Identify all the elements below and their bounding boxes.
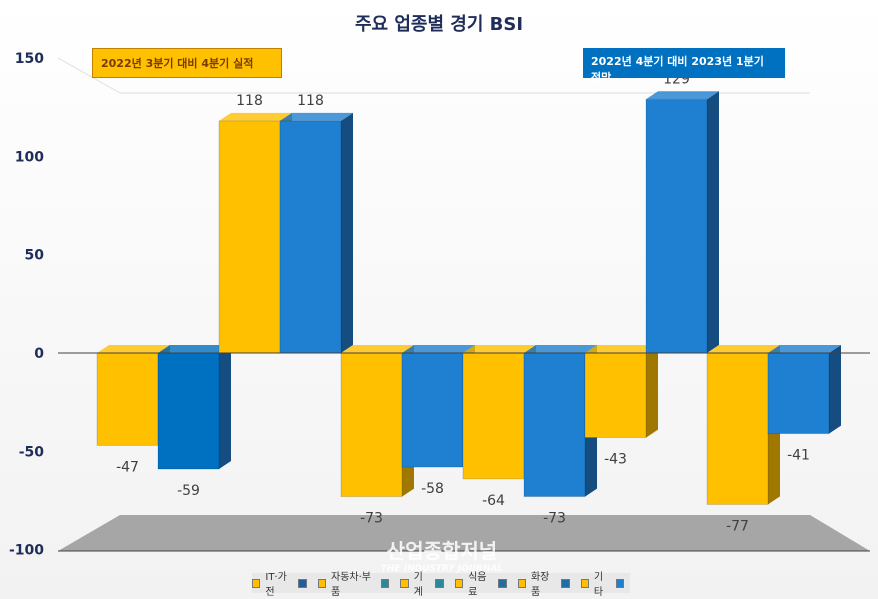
bar [218,120,281,354]
bar [584,352,647,439]
back-wall-edge [57,57,121,94]
legend-swatch [380,578,390,588]
y-tick-label: 50 [25,248,45,264]
data-label: -41 [787,448,810,464]
data-label: 118 [236,93,263,109]
bar [157,352,220,470]
data-label: -59 [177,483,200,499]
bar-top [463,345,536,353]
legend-swatch [498,578,507,588]
bar-top [585,345,658,353]
bar [462,352,525,480]
bar [706,352,769,505]
bar-side [707,91,719,354]
bar [96,352,159,446]
y-tick-label: 0 [34,346,44,362]
legend-label: 기타 [593,572,604,598]
data-label: -73 [543,511,566,527]
chart-floor [58,515,870,551]
bar-top [524,345,597,353]
bar-top [219,112,292,121]
chart-title: 주요 업종별 경기 BSI [354,14,524,35]
legend-swatch [454,578,464,588]
legend-label: IT·가전 [265,572,287,598]
legend-label: 화장품 [530,572,550,598]
bar-side [341,112,353,353]
bar-top [158,345,231,353]
series-label-actual: 2022년 3분기 대비 4분기 실적 [92,48,282,78]
data-label: -64 [482,493,505,509]
bar-side [829,345,841,434]
data-label: -77 [726,518,749,534]
legend-swatch [400,578,409,588]
y-tick-label: 100 [15,149,44,165]
bar [401,352,464,468]
bar-top [768,345,841,353]
legend-swatch [615,578,625,588]
bar [767,352,830,435]
y-tick-label: 150 [15,51,44,67]
bar [645,98,708,354]
bar [279,120,342,354]
bar-top [280,112,353,121]
y-tick-label: -50 [19,444,45,460]
data-label: -58 [421,481,444,497]
data-label: -47 [116,459,139,475]
bar-top [97,345,170,353]
data-label: 118 [297,93,324,109]
legend-label: 자동차·부품 [331,572,372,598]
legend-swatch [435,578,444,588]
bar-top [341,345,414,353]
data-label: -43 [604,452,627,468]
bar [523,352,586,498]
legend-swatch [517,578,526,588]
legend-label: 기계 [413,572,423,598]
legend-swatch [298,578,307,588]
legend-swatch [580,578,589,588]
bar-side [646,345,658,438]
bar-top [646,91,719,100]
series-label-forecast: 2022년 4분기 대비 2023년 1분기 전망 [583,48,785,84]
legend-label: 식음료 [468,572,487,598]
legend-swatch [252,578,261,588]
bar-top [707,345,780,353]
watermark: 산업종합저널 THE INDUSTRY JOURNAL [380,539,504,574]
legend-swatch [317,578,327,588]
bar-top [402,345,475,353]
y-tick-label: -100 [9,543,44,559]
bar [340,352,403,498]
legend-swatch [561,578,570,588]
bar-side [219,345,231,470]
legend: IT·가전 자동차·부품 기계 식음료 화장품 기타 [252,572,630,598]
data-label: -73 [360,511,383,527]
